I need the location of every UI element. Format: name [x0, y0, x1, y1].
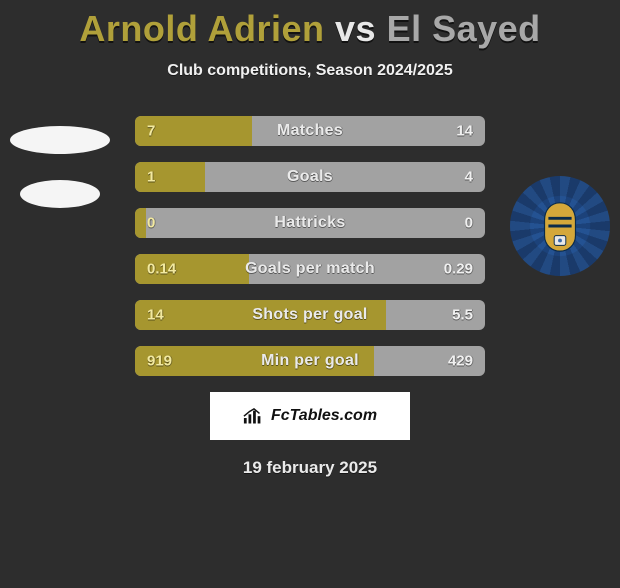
team-logo-right — [510, 176, 610, 276]
stat-label: Goals — [287, 168, 333, 186]
stat-label: Min per goal — [261, 352, 359, 370]
stat-bar-row: 1 Goals 4 — [135, 162, 485, 192]
pyramids-badge-icon — [510, 176, 610, 276]
subtitle: Club competitions, Season 2024/2025 — [0, 62, 620, 80]
stat-value-right: 5.5 — [452, 307, 473, 324]
stat-bar-row: 14 Shots per goal 5.5 — [135, 300, 485, 330]
stat-bar-row: 7 Matches 14 — [135, 116, 485, 146]
player1-name: Arnold Adrien — [79, 8, 324, 49]
stat-value-left: 0 — [147, 215, 155, 232]
stat-value-left: 919 — [147, 353, 172, 370]
stat-value-right: 0.29 — [444, 261, 473, 278]
stat-label: Goals per match — [245, 260, 375, 278]
oval-shape-icon — [20, 180, 100, 208]
team-logo-left — [10, 126, 110, 226]
bars-chart-icon — [243, 407, 265, 425]
stat-bar-fill — [135, 162, 205, 192]
stat-bar-row: 0.14 Goals per match 0.29 — [135, 254, 485, 284]
stat-value-left: 7 — [147, 123, 155, 140]
stat-value-left: 0.14 — [147, 261, 176, 278]
stat-value-left: 14 — [147, 307, 164, 324]
stat-value-right: 0 — [465, 215, 473, 232]
stats-bars: 7 Matches 14 1 Goals 4 0 Hattricks 0 0.14 Goals pe… — [135, 116, 485, 376]
comparison-title: Arnold Adrien vs El Sayed — [0, 8, 620, 50]
stat-value-right: 4 — [465, 169, 473, 186]
vs-label: vs — [335, 8, 376, 49]
date-label: 19 february 2025 — [0, 458, 620, 478]
stat-value-right: 14 — [456, 123, 473, 140]
oval-shape-icon — [10, 126, 110, 154]
player2-name: El Sayed — [387, 8, 541, 49]
brand-text: FcTables.com — [271, 407, 377, 425]
stat-bar-row: 0 Hattricks 0 — [135, 208, 485, 238]
stat-bar-row: 919 Min per goal 429 — [135, 346, 485, 376]
brand-box: FcTables.com — [210, 392, 410, 440]
stat-label: Hattricks — [274, 214, 345, 232]
stat-value-right: 429 — [448, 353, 473, 370]
stat-label: Matches — [277, 122, 343, 140]
stat-bar-fill — [135, 208, 146, 238]
stat-value-left: 1 — [147, 169, 155, 186]
stat-label: Shots per goal — [252, 306, 367, 324]
